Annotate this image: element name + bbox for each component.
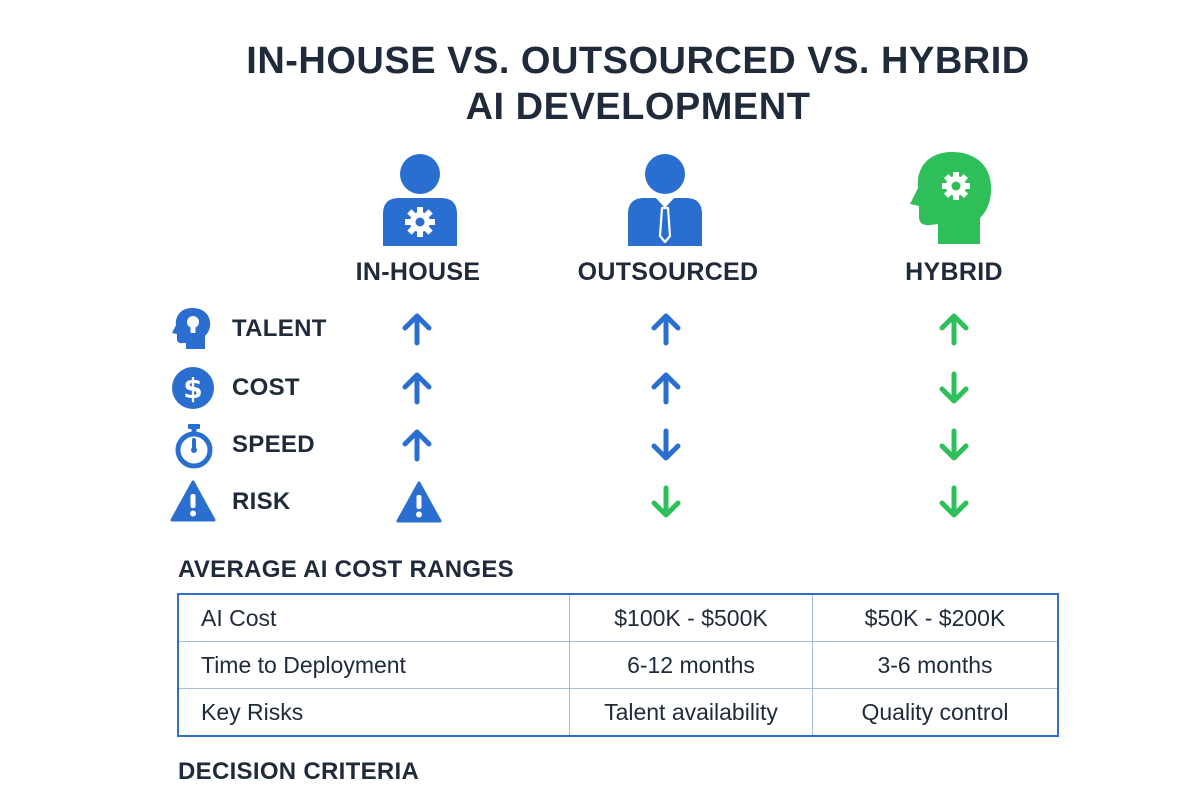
arrow-up-icon [402, 372, 432, 405]
table-row: Key Risks Talent availability Quality co… [178, 688, 1058, 736]
arrow-down-icon [939, 371, 969, 404]
arrow-up-icon [402, 313, 432, 346]
svg-text:$: $ [183, 372, 202, 405]
arrow-up-icon [939, 313, 969, 346]
table-cell: 3-6 months [812, 641, 1058, 689]
table-cell: Key Risks [178, 688, 570, 736]
table-cell: Time to Deployment [178, 641, 570, 689]
table-cell: AI Cost [178, 594, 570, 642]
criterion-label-talent: TALENT [232, 315, 327, 342]
table-row: Time to Deployment 6-12 months 3-6 month… [178, 641, 1058, 689]
column-label-in-house: IN-HOUSE [355, 258, 481, 286]
dollar-icon: $ [172, 367, 214, 409]
criterion-label-risk: RISK [232, 488, 291, 515]
table-cell: Talent availability [569, 688, 813, 736]
person-gear-icon [383, 154, 457, 246]
table-row: AI Cost $100K - $500K $50K - $200K [178, 594, 1058, 642]
decision-criteria-heading: DECISION CRITERIA [178, 758, 420, 785]
cost-ranges-heading: AVERAGE AI COST RANGES [178, 556, 514, 583]
column-label-outsourced: OUTSOURCED [577, 258, 759, 286]
arrow-up-icon [651, 313, 681, 346]
arrow-down-icon [939, 428, 969, 461]
arrow-down-icon [651, 485, 681, 518]
criterion-label-cost: COST [232, 374, 300, 401]
head-lightbulb-icon [172, 308, 211, 349]
arrow-up-icon [402, 429, 432, 462]
criterion-label-speed: SPEED [232, 431, 315, 458]
arrow-down-icon [939, 485, 969, 518]
table-cell: Quality control [861, 698, 1009, 725]
warning-icon [170, 480, 216, 522]
column-label-hybrid: HYBRID [905, 258, 1003, 286]
warning-icon [396, 481, 442, 523]
head-gear-icon [910, 152, 992, 244]
arrow-down-icon [651, 428, 681, 461]
arrow-up-icon [651, 372, 681, 405]
page-title-line1: IN-HOUSE VS. OUTSOURCED VS. HYBRID [246, 40, 1030, 82]
person-tie-icon [628, 154, 702, 246]
stopwatch-icon [175, 424, 213, 469]
table-cell: $50K - $200K [812, 594, 1058, 642]
table-cell: 6-12 months [569, 641, 813, 689]
page-title-line2: AI DEVELOPMENT [465, 86, 811, 128]
table-cell: $100K - $500K [569, 594, 813, 642]
cost-ranges-table: AI Cost $100K - $500K $50K - $200K Time … [177, 593, 1059, 737]
